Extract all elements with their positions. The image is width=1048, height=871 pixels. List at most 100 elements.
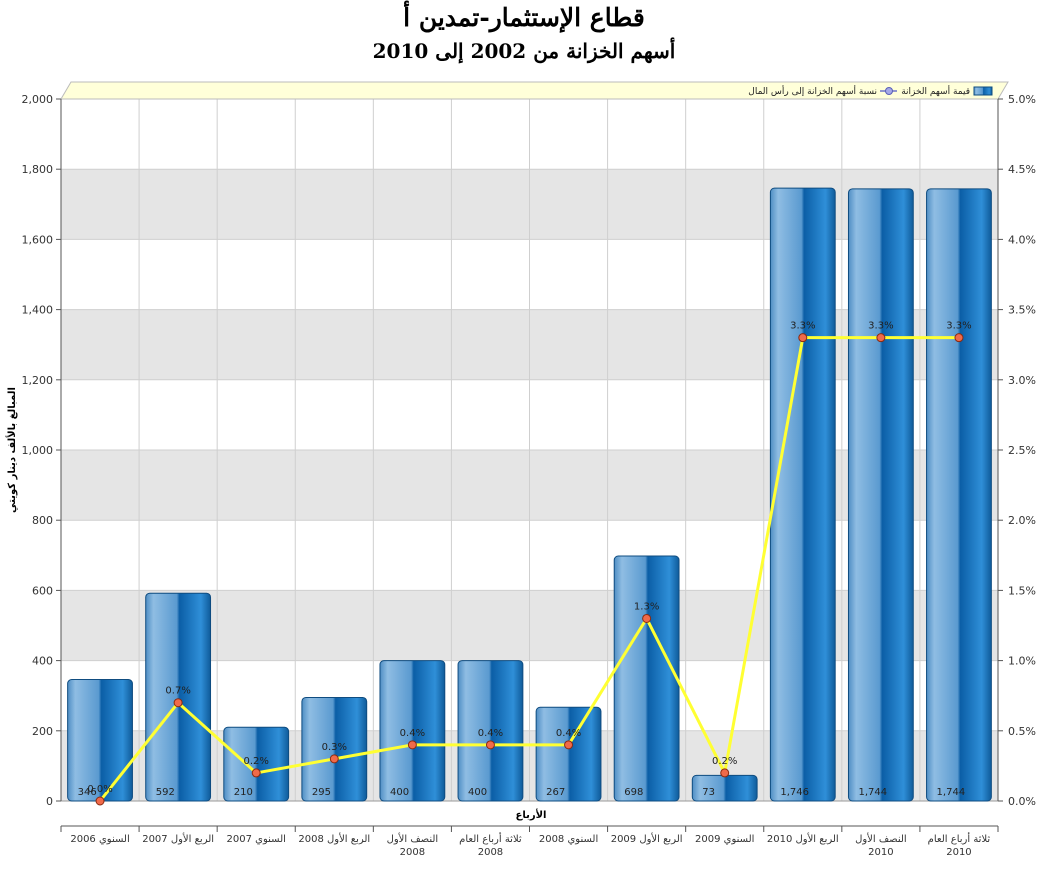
y-tick-label: 800 <box>32 514 53 527</box>
x-tick-label: 2010 <box>946 847 971 858</box>
y2-tick-label: 2.5% <box>1008 444 1036 457</box>
y2-tick-label: 2.0% <box>1008 514 1036 527</box>
y2-tick-label: 4.5% <box>1008 163 1036 176</box>
ratio-point-label: 3.3% <box>946 321 971 332</box>
x-tick-label: ثلاثة أرباع العام <box>928 832 991 845</box>
x-tick-label: السنوي 2009 <box>695 834 754 845</box>
bar-value-label: 73 <box>702 787 715 798</box>
bar <box>457 660 524 802</box>
bar-value-label: 267 <box>546 787 565 798</box>
bar <box>535 706 602 802</box>
bar-value-label: 1,744 <box>937 787 966 798</box>
y2-tick-label: 4.0% <box>1008 233 1036 246</box>
y-tick-label: 1,600 <box>22 233 54 246</box>
y-tick-label: 2,000 <box>22 93 54 106</box>
bar-value-label: 1,744 <box>858 787 887 798</box>
x-tick-label: ثلاثة أرباع العام <box>459 832 522 845</box>
x-tick-label: النصف الأول <box>855 832 907 845</box>
x-axis-title: الأرباع <box>516 808 547 821</box>
y-tick-label: 0 <box>46 795 53 808</box>
y-tick-label: 200 <box>32 725 53 738</box>
bar-value-label: 295 <box>312 787 331 798</box>
chart-subtitle: أسهم الخزانة من 2002 إلى 2010 <box>373 37 676 64</box>
ratio-line <box>98 336 959 802</box>
ratio-point-label: 0.7% <box>165 686 190 697</box>
y-tick-label: 600 <box>32 584 53 597</box>
ratio-point-label: 3.3% <box>868 321 893 332</box>
y2-tick-label: 0.0% <box>1008 795 1036 808</box>
bar-value-label: 400 <box>468 787 487 798</box>
legend-line-label: نسبة أسهم الخزانة إلى رأس المال <box>748 85 877 97</box>
bar <box>67 679 133 802</box>
y2-tick-label: 1.0% <box>1008 655 1036 668</box>
ratio-point <box>173 698 183 708</box>
y-tick-label: 1,000 <box>22 444 54 457</box>
bar-value-label: 1,746 <box>780 787 809 798</box>
ratio-point-label: 0.4% <box>400 728 425 739</box>
y-tick-label: 1,200 <box>22 374 54 387</box>
x-tick-label: السنوي 2008 <box>539 834 598 845</box>
ratio-point-label: 3.3% <box>790 321 815 332</box>
legend-line-marker <box>885 87 893 95</box>
ratio-point-label: 0.2% <box>244 756 269 767</box>
ratio-point <box>251 768 261 778</box>
chart-title: قطاع الإستثمار-تمدين أ <box>403 0 645 33</box>
ratio-point <box>407 740 417 750</box>
ratio-point <box>954 333 964 343</box>
bar-value-label: 346 <box>78 787 97 798</box>
bar <box>769 187 836 802</box>
ratio-point <box>329 754 339 764</box>
bar-value-label: 592 <box>156 787 175 798</box>
y2-tick-label: 3.5% <box>1008 304 1036 317</box>
plot-top-strip <box>60 81 1009 100</box>
bar <box>847 188 914 802</box>
bar-value-label: 400 <box>390 787 409 798</box>
bar <box>301 696 368 802</box>
x-tick-label: الربع الأول 2008 <box>298 832 370 845</box>
y2-tick-label: 1.5% <box>1008 584 1036 597</box>
y-axis-title: المبالغ بالألف دينار كويتي <box>5 387 18 513</box>
ratio-point <box>485 740 495 750</box>
ratio-point <box>564 740 574 750</box>
bar <box>223 726 290 802</box>
x-tick-label: الربع الأول 2007 <box>142 832 214 845</box>
x-axis: السنوي 2006 الربع الأول 2007 السنوي 2007 ال… <box>60 825 999 858</box>
y-tick-label: 1,400 <box>22 304 54 317</box>
ratio-point <box>642 613 652 623</box>
bar <box>613 555 680 802</box>
x-tick-label: السنوي 2006 <box>70 834 129 845</box>
bar-value-label: 698 <box>624 787 643 798</box>
ratio-point-label: 0.0% <box>87 784 112 795</box>
x-tick-label: الربع الأول 2010 <box>767 832 839 845</box>
y2-tick-label: 3.0% <box>1008 374 1036 387</box>
bar-series <box>67 187 992 802</box>
x-tick-label: الربع الأول 2009 <box>611 832 683 845</box>
ratio-point-label: 1.3% <box>634 601 659 612</box>
bar <box>379 660 446 802</box>
y-tick-label: 1,800 <box>22 163 54 176</box>
y2-tick-label: 0.5% <box>1008 725 1036 738</box>
line-series: 0.0% 0.7% 0.2% 0.3% 0.4% 0.4% 0.4% 1.3% 0.2% 3.3%… <box>87 321 972 806</box>
x-tick-label: 2010 <box>868 847 893 858</box>
ratio-point-label: 0.4% <box>556 728 581 739</box>
ratio-point <box>720 768 730 778</box>
y2-tick-label: 5.0% <box>1008 93 1036 106</box>
ratio-point-label: 0.2% <box>712 756 737 767</box>
ratio-point <box>876 333 886 343</box>
legend-bar-swatch <box>973 86 993 96</box>
ratio-point <box>95 796 105 806</box>
x-tick-label: النصف الأول <box>387 832 439 845</box>
y-axis-right: 0.0% 0.5% 1.0% 1.5% 2.0% 2.5% 3.0% 3.5% 4.0% 4.5%… <box>997 93 1036 808</box>
ratio-point <box>798 333 808 343</box>
legend-bar-label: قيمة أسهم الخزانة <box>901 85 970 97</box>
ratio-point-label: 0.3% <box>322 742 347 753</box>
bar-value-label: 210 <box>234 787 253 798</box>
bar <box>926 188 992 802</box>
bar-value-labels: 346 592 210 295 400 400 267 698 73 1,746 1,744 1,74… <box>78 787 966 798</box>
x-tick-label: السنوي 2007 <box>227 834 286 845</box>
legend: قيمة أسهم الخزانة نسبة أسهم الخزانة إلى … <box>748 85 993 97</box>
x-tick-label: 2008 <box>478 847 503 858</box>
y-tick-label: 400 <box>32 655 53 668</box>
y-axis-left: 0 200 400 600 800 1,000 1,200 1,400 1,600 1,800 2,… <box>22 93 62 808</box>
